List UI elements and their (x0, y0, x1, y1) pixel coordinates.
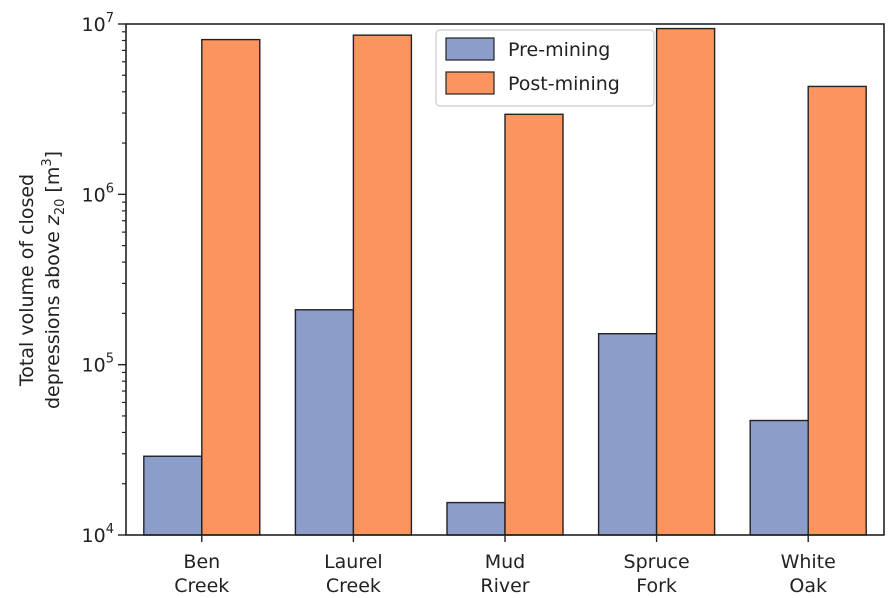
y-tick-base: 10 (82, 184, 106, 206)
y-tick-base: 10 (82, 14, 106, 36)
bars (143, 27, 867, 536)
x-tick-label: Laurel Creek (324, 551, 383, 597)
legend-swatch-post-mining (445, 71, 495, 95)
y-tick-exponent: 5 (106, 352, 114, 367)
bar-pre-mining-1 (294, 309, 355, 536)
x-tick-label: White Oak (781, 551, 836, 597)
y-axis-label-line1: Total volume of closed (16, 174, 38, 387)
legend: Pre-mining Post-mining (435, 29, 655, 107)
y-axis-label-line2: depressions above z20 [m3] (40, 151, 68, 409)
y-tick-label: 104 (82, 522, 114, 547)
x-tick-label: Ben Creek (174, 551, 229, 597)
plot-frame (125, 23, 885, 536)
legend-swatch-pre-mining (445, 37, 495, 61)
bar-pre-mining-0 (143, 455, 203, 536)
y-tick-base: 10 (82, 355, 106, 377)
y-axis-label: Total volume of closed depressions above … (16, 151, 68, 409)
bar-pre-mining-4 (749, 419, 809, 536)
bar-post-mining-2 (504, 113, 564, 536)
bar-post-mining-4 (807, 85, 867, 536)
bar-pre-mining-3 (597, 332, 658, 536)
bar-pre-mining-2 (446, 501, 506, 536)
y-tick-label: 107 (82, 11, 114, 36)
y-tick-label: 106 (82, 181, 114, 206)
y-tick-exponent: 4 (106, 522, 114, 537)
x-tick-label: Mud River (480, 551, 529, 597)
bar-post-mining-0 (201, 38, 261, 536)
y-tick-label: 105 (82, 352, 114, 377)
y-tick-exponent: 7 (106, 11, 114, 26)
y-tick-exponent: 6 (106, 181, 114, 196)
x-axis-ticks: Ben Creek Laurel Creek Mud River Spruce Fork Whi… (174, 535, 836, 597)
legend-label-pre-mining: Pre-mining (508, 39, 610, 61)
bar-post-mining-1 (352, 34, 413, 536)
legend-label-post-mining: Post-mining (508, 73, 620, 95)
x-tick-label: Spruce Fork (624, 551, 690, 597)
y-tick-base: 10 (82, 525, 106, 547)
bar-post-mining-3 (655, 27, 716, 536)
